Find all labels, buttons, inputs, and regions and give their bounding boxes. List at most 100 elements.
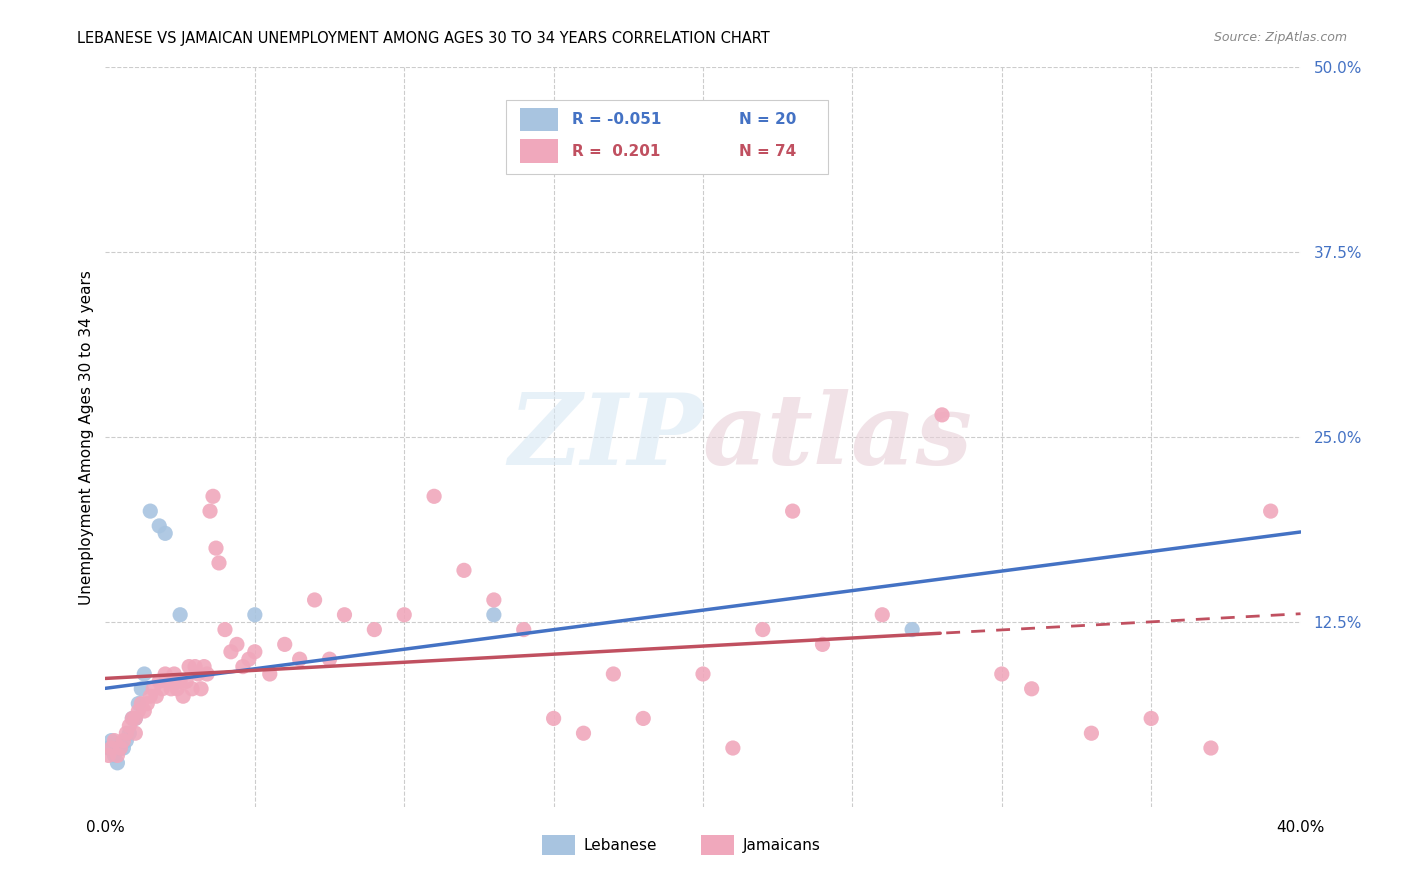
Point [333,607,356,622]
Point [163,667,186,681]
Point [782,504,804,518]
Point [901,623,924,637]
Point [148,519,170,533]
Point [363,623,385,637]
Point [148,674,170,689]
Point [751,623,773,637]
Text: N = 20: N = 20 [740,112,796,127]
Point [453,563,475,577]
Point [243,607,266,622]
Point [172,689,194,703]
Point [543,711,565,725]
Point [169,674,191,689]
Point [118,726,141,740]
Point [304,593,326,607]
Point [482,593,505,607]
Point [121,711,143,725]
Text: R = -0.051: R = -0.051 [571,112,661,127]
Point [394,607,416,622]
Point [1080,726,1102,740]
Point [288,652,311,666]
Text: ZIP: ZIP [508,389,703,485]
Point [129,697,153,711]
Point [205,541,228,555]
Point [129,681,153,696]
Point [145,689,167,703]
Point [225,637,249,651]
Point [572,726,595,740]
Point [219,645,242,659]
Point [110,741,132,756]
Text: Jamaicans: Jamaicans [742,838,820,853]
Point [139,689,162,703]
Point [193,659,215,673]
Point [166,681,188,696]
Point [195,667,218,681]
Point [115,733,138,747]
Point [721,741,744,756]
Point [124,711,146,725]
Point [1140,711,1163,725]
Point [155,667,177,681]
Point [107,748,129,763]
Text: Lebanese: Lebanese [583,838,657,853]
Point [208,556,231,570]
Point [990,667,1012,681]
Text: Source: ZipAtlas.com: Source: ZipAtlas.com [1213,31,1347,45]
Point [127,704,149,718]
Point [1199,741,1222,756]
Point [155,526,177,541]
Point [811,637,834,651]
Point [97,741,120,756]
Point [112,733,135,747]
Point [177,659,201,673]
Point [103,733,125,747]
Point [150,681,173,696]
Point [482,607,505,622]
Point [174,674,197,689]
Bar [700,835,734,855]
Point [238,652,260,666]
Point [124,726,146,740]
Point [232,659,254,673]
Point [931,408,953,422]
Point [118,719,141,733]
Point [1260,504,1282,518]
Text: LEBANESE VS JAMAICAN UNEMPLOYMENT AMONG AGES 30 TO 34 YEARS CORRELATION CHART: LEBANESE VS JAMAICAN UNEMPLOYMENT AMONG … [77,31,770,46]
Point [190,681,212,696]
Point [1021,681,1043,696]
Point [181,681,204,696]
Point [136,697,159,711]
Point [198,504,221,518]
Point [259,667,281,681]
Point [872,607,894,622]
Point [100,733,122,747]
Point [318,652,340,666]
Point [103,748,125,763]
Text: R =  0.201: R = 0.201 [571,144,659,159]
Point [157,674,180,689]
Point [692,667,714,681]
Point [187,667,209,681]
Point [139,504,162,518]
Point [602,667,624,681]
Bar [541,835,575,855]
Point [633,711,655,725]
Point [169,607,191,622]
Point [115,726,138,740]
Point [160,681,183,696]
Bar [520,108,558,131]
Point [121,711,143,725]
Point [124,711,146,725]
Y-axis label: Unemployment Among Ages 30 to 34 years: Unemployment Among Ages 30 to 34 years [79,269,94,605]
FancyBboxPatch shape [506,100,828,174]
Point [127,697,149,711]
Point [112,741,135,756]
Point [243,645,266,659]
Point [107,756,129,770]
Point [184,659,207,673]
Point [513,623,536,637]
Text: N = 74: N = 74 [740,144,796,159]
Text: atlas: atlas [703,389,973,485]
Bar [520,139,558,163]
